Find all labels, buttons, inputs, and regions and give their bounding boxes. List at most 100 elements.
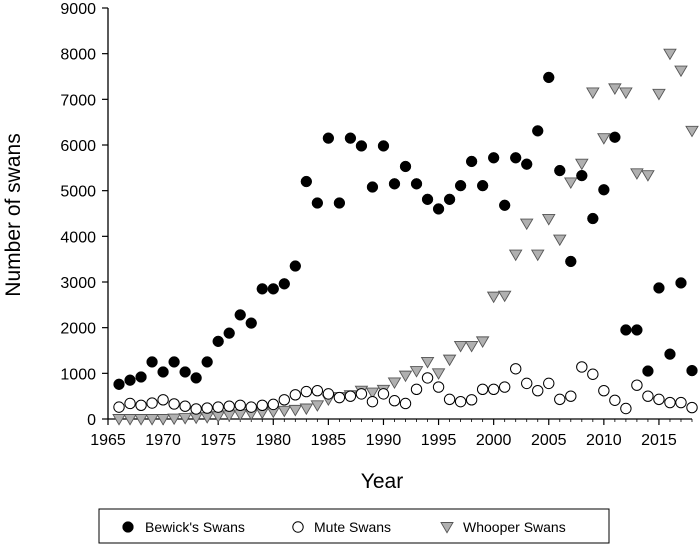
y-tick-label: 3000	[60, 275, 96, 292]
series-whooper-swans	[112, 48, 699, 426]
data-point	[530, 249, 545, 262]
y-tick-label: 8000	[60, 47, 96, 64]
data-point	[543, 377, 555, 390]
data-point	[454, 395, 467, 408]
data-point	[587, 212, 599, 225]
data-point	[201, 356, 213, 368]
data-point	[146, 397, 158, 409]
y-tick-label: 1000	[60, 366, 96, 383]
data-point	[664, 348, 676, 360]
data-point	[234, 309, 246, 321]
data-point	[541, 214, 556, 226]
data-point	[289, 260, 301, 272]
data-point	[278, 278, 290, 290]
data-point	[653, 393, 665, 406]
data-point	[465, 155, 478, 168]
data-point	[521, 377, 533, 390]
data-point	[399, 160, 412, 173]
data-point	[420, 356, 435, 369]
data-point	[552, 234, 567, 247]
data-point	[134, 414, 148, 426]
data-point	[619, 87, 633, 100]
data-point	[179, 366, 191, 378]
data-point	[409, 366, 424, 378]
data-point	[476, 383, 489, 396]
data-point	[201, 402, 213, 414]
data-point	[168, 356, 180, 368]
data-point	[631, 379, 643, 391]
y-axis: 0 1000 2000 3000 4000 5000 6000 7000 8000 9000	[60, 1, 108, 429]
x-axis: 1965 1970 1975 1980 1985 1990 1995 2000 2005 2010…	[90, 419, 693, 449]
data-point	[421, 372, 434, 384]
data-point	[234, 399, 246, 411]
x-tick-label: 2005	[531, 432, 567, 449]
data-point	[267, 398, 279, 411]
data-point	[586, 87, 600, 100]
data-point	[333, 391, 346, 404]
data-point	[465, 394, 478, 406]
data-point	[476, 179, 489, 192]
data-point	[521, 158, 533, 170]
data-point	[156, 414, 170, 426]
data-point	[322, 388, 335, 400]
data-point	[675, 277, 687, 289]
data-point	[543, 71, 555, 84]
data-point	[344, 390, 357, 402]
data-point	[333, 197, 346, 209]
data-point	[464, 340, 479, 353]
data-point	[135, 371, 147, 383]
data-point	[311, 384, 324, 397]
data-point	[488, 152, 500, 164]
data-point	[223, 327, 235, 339]
x-axis-label: Year	[361, 470, 403, 493]
data-point	[212, 335, 224, 348]
y-tick-label: 4000	[60, 229, 96, 246]
data-point	[311, 197, 324, 209]
data-point	[641, 170, 655, 182]
data-point	[686, 401, 698, 414]
data-point	[355, 140, 368, 152]
data-point	[113, 378, 125, 390]
data-point	[288, 404, 303, 417]
y-tick-label: 9000	[60, 1, 96, 18]
data-point	[300, 385, 313, 398]
legend-marker	[440, 522, 454, 534]
data-point	[410, 383, 423, 396]
data-point	[112, 414, 126, 426]
y-tick-label: 7000	[60, 92, 96, 109]
data-point	[178, 413, 192, 425]
data-point	[620, 324, 632, 336]
data-point	[510, 152, 522, 164]
x-tick-label: 2000	[476, 432, 512, 449]
x-tick-label: 1980	[255, 432, 291, 449]
data-point	[146, 356, 158, 368]
data-point	[532, 384, 544, 397]
data-point	[124, 374, 136, 386]
data-point	[608, 83, 622, 95]
data-point	[278, 394, 291, 406]
data-point	[454, 179, 467, 192]
data-point	[431, 368, 446, 380]
data-point	[157, 394, 169, 406]
data-point	[123, 414, 137, 426]
data-point	[652, 88, 666, 101]
x-tick-label: 1965	[90, 432, 126, 449]
data-point	[609, 394, 621, 406]
data-point	[421, 193, 434, 205]
legend-label: Bewick's Swans	[145, 519, 245, 535]
data-point	[453, 340, 468, 353]
data-point	[564, 177, 578, 190]
data-point	[365, 387, 380, 400]
data-point	[398, 370, 413, 383]
data-point	[388, 178, 401, 190]
data-point	[355, 388, 368, 400]
data-point	[663, 48, 677, 61]
data-point	[190, 403, 202, 415]
data-point	[157, 366, 169, 378]
data-point	[508, 249, 523, 262]
data-point	[245, 401, 257, 413]
data-point	[443, 193, 456, 205]
data-point	[575, 158, 589, 171]
data-point	[631, 324, 643, 336]
plot-area	[107, 8, 692, 420]
